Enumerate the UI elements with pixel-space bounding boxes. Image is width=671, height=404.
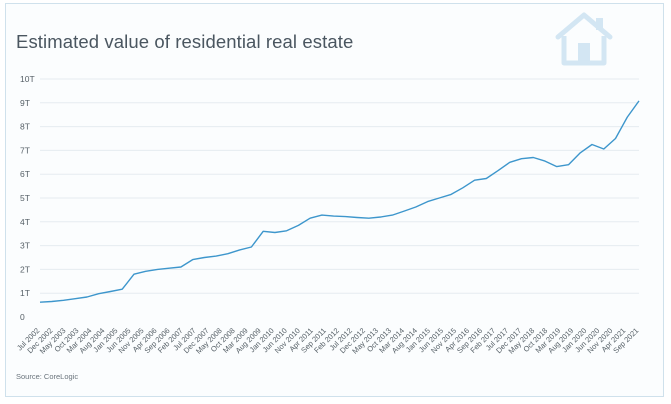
y-tick-label: 1T bbox=[20, 288, 30, 298]
y-tick-label: 3T bbox=[20, 241, 30, 251]
chart-card bbox=[5, 3, 664, 397]
y-tick-label: 10T bbox=[20, 74, 35, 84]
y-tick-label: 0 bbox=[20, 312, 25, 322]
y-tick-label: 8T bbox=[20, 122, 30, 132]
y-tick-label: 6T bbox=[20, 169, 30, 179]
y-tick-label: 5T bbox=[20, 193, 30, 203]
y-tick-label: 2T bbox=[20, 264, 30, 274]
y-tick-label: 9T bbox=[20, 98, 30, 108]
y-tick-label: 7T bbox=[20, 145, 30, 155]
house-icon bbox=[555, 12, 613, 66]
chart-title: Estimated value of residential real esta… bbox=[16, 31, 354, 52]
series-line bbox=[39, 100, 640, 303]
y-tick-label: 4T bbox=[20, 217, 30, 227]
source-note: Source: CoreLogic bbox=[16, 372, 79, 381]
